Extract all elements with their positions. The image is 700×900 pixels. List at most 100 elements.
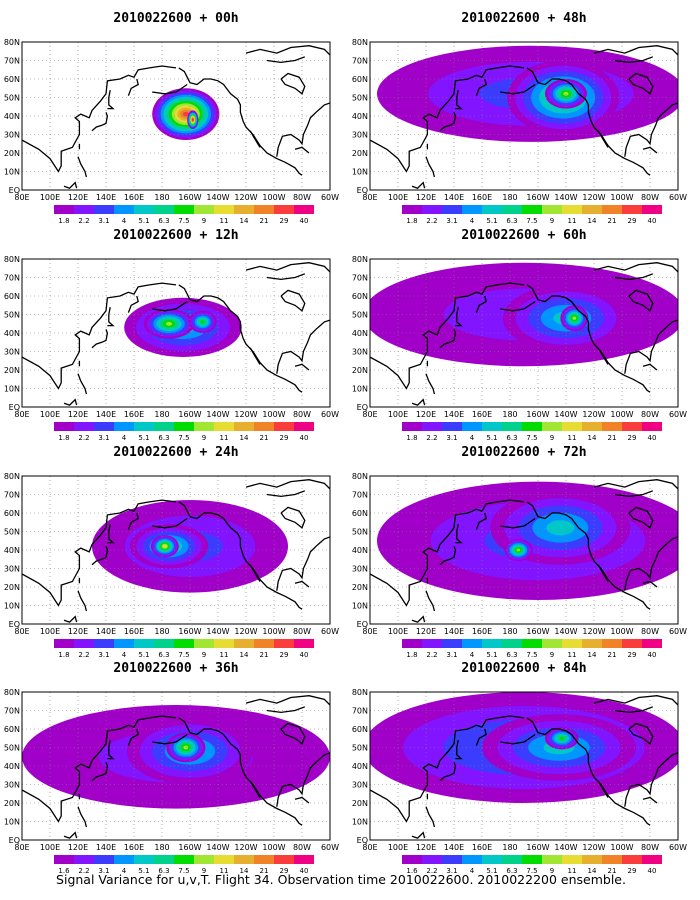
panels-group: 2010022600 + 00h 80E 100E 120E 140E 160E 180 16… [4,11,687,875]
y-tick-label: 60N [4,509,20,518]
y-tick-label: 40N [4,329,20,338]
colorbar-swatch [582,205,602,214]
colorbar-label: 14 [588,217,597,225]
colorbar-label: 4 [122,217,127,225]
y-tick-label: EQ [357,403,368,412]
colorbar-label: 14 [588,867,597,875]
panel-title: 2010022600 + 36h [113,661,238,676]
y-tick-label: 40N [352,112,368,121]
y-tick-label: 50N [352,311,368,320]
coastline [91,112,109,132]
coastline [370,282,525,390]
grid [370,42,678,190]
colorbar-label: 14 [240,867,249,875]
x-tick-label: 160W [526,843,549,852]
colorbar-label: 3.1 [446,434,457,442]
y-tick-label: 40N [4,762,20,771]
x-tick-label: 120E [68,627,88,636]
coastline [628,506,654,529]
coastline [91,762,109,782]
colorbar-label: 29 [628,217,637,225]
coastline [614,490,654,498]
coastline [249,780,261,798]
colorbar-swatch [522,639,542,648]
x-tick-label: 160W [526,627,549,636]
coastline [370,499,525,607]
colorbar-label: 7.5 [526,434,537,442]
coastline [411,181,426,189]
colorbar-swatch [214,855,234,864]
colorbar-label: 4 [470,651,475,659]
coastline [370,715,525,823]
coastline [107,89,115,110]
coastline [280,506,306,529]
colorbar: 1.6 2.2 3.1 4 5.1 6.3 7.5 9 11 14 21 29 40 [54,855,314,875]
colorbar-label: 9 [550,867,554,875]
coastline [425,373,436,395]
colorbar-swatch [442,422,462,431]
contour-fill [572,316,577,320]
colorbar-swatch [174,205,194,214]
colorbar-swatch [294,205,314,214]
x-tick-label: 60W [669,193,687,202]
colorbar-swatch [642,422,662,431]
colorbar-swatch [74,855,94,864]
x-tick-label: 60W [669,843,687,852]
colorbar-label: 40 [648,867,657,875]
x-tick-label: 160W [178,410,201,419]
colorbar-label: 6.3 [158,867,169,875]
coastline [91,546,109,566]
colorbar-label: 14 [588,651,597,659]
colorbar-label: 29 [280,434,289,442]
coastline [107,523,115,544]
coastline [245,45,330,56]
colorbar-label: 4 [122,434,127,442]
colorbar-label: 3.1 [98,434,109,442]
y-tick-label: 80N [352,472,368,481]
x-tick-label: 140W [206,410,229,419]
y-tick-label: 70N [352,274,368,283]
map-panel: 2010022600 + 60h 80E 100E 120E 140E 160E 180 16… [352,228,687,442]
colorbar-swatch [482,205,502,214]
colorbar-swatch [582,639,602,648]
colorbar-swatch [294,639,314,648]
coastline [22,499,177,607]
colorbar-label: 40 [648,434,657,442]
colorbar-label: 1.8 [58,651,69,659]
x-tick-label: 120E [416,410,436,419]
panel-title: 2010022600 + 84h [461,661,586,676]
coastline [597,564,609,582]
colorbar-swatch [542,855,562,864]
colorbar-label: 11 [568,867,577,875]
y-tick-label: 10N [352,385,368,394]
colorbar-swatch [402,205,422,214]
coastline [178,501,303,610]
x-tick-label: 140W [206,843,229,852]
colorbar-label: 4 [470,867,475,875]
x-tick-label: 160W [178,193,201,202]
colorbar-label: 7.5 [178,651,189,659]
colorbar-swatch [154,422,174,431]
x-tick-label: 140E [96,193,116,202]
colorbar-swatch [482,855,502,864]
colorbar-swatch [274,205,294,214]
colorbar-swatch [234,639,254,648]
y-tick-label: EQ [357,836,368,845]
colorbar-label: 3.1 [98,867,109,875]
x-tick-label: 120W [582,193,605,202]
map-area [370,259,678,407]
coastline [614,273,654,281]
colorbar-label: 1.6 [406,867,418,875]
coastline [500,301,536,312]
x-tick-label: 140E [444,627,464,636]
colorbar: 1.8 2.2 3.1 4 5.1 6.3 7.5 9 11 14 21 29 40 [402,205,662,225]
x-tick-label: 140W [554,627,577,636]
coastline [249,347,261,365]
x-tick-label: 160E [124,410,144,419]
colorbar-label: 40 [300,434,309,442]
colorbar-swatch [274,639,294,648]
coastline [276,752,330,807]
coastline [127,512,139,530]
colorbar-swatch [54,422,74,431]
colorbar-label: 21 [608,434,617,442]
